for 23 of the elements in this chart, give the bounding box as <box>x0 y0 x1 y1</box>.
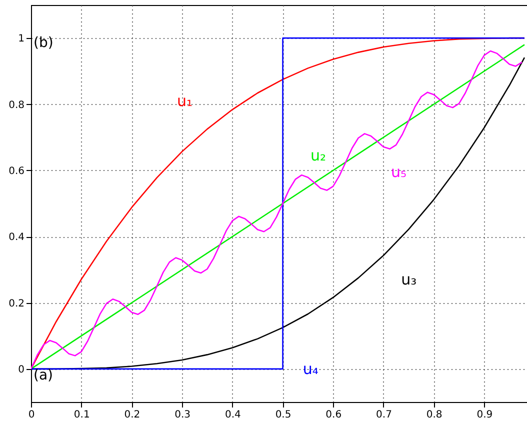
y-tick-label: 0 <box>18 364 24 376</box>
x-tick-label: 0.7 <box>376 410 392 420</box>
x-tick-label: 0.5 <box>275 410 292 420</box>
x-tick-label: 0.1 <box>74 410 90 420</box>
y-tick-label: 0.8 <box>8 100 24 111</box>
series-label: u₁ <box>177 92 193 110</box>
x-tick-label: 0.9 <box>476 410 493 420</box>
x-tick-label: 0.8 <box>426 410 442 420</box>
series-label: u₄ <box>302 360 318 378</box>
x-tick-label: 0.3 <box>174 410 191 420</box>
y-tick-label: 0.2 <box>8 298 24 310</box>
x-tick-label: 0.4 <box>224 410 241 420</box>
x-tick-label: 0 <box>28 410 35 420</box>
series-label: u₂ <box>310 146 326 165</box>
y-tick-label: 1 <box>18 34 24 45</box>
annotation: (a) <box>34 368 54 384</box>
y-tick-label: 0.4 <box>8 232 24 244</box>
x-tick-label: 0.6 <box>326 410 342 420</box>
y-tick-label: 0.6 <box>8 166 24 177</box>
series-label: u₅ <box>391 163 407 182</box>
x-tick-label: 0.2 <box>124 410 140 420</box>
annotation: (b) <box>34 35 54 52</box>
series-label: u₃ <box>401 270 417 289</box>
